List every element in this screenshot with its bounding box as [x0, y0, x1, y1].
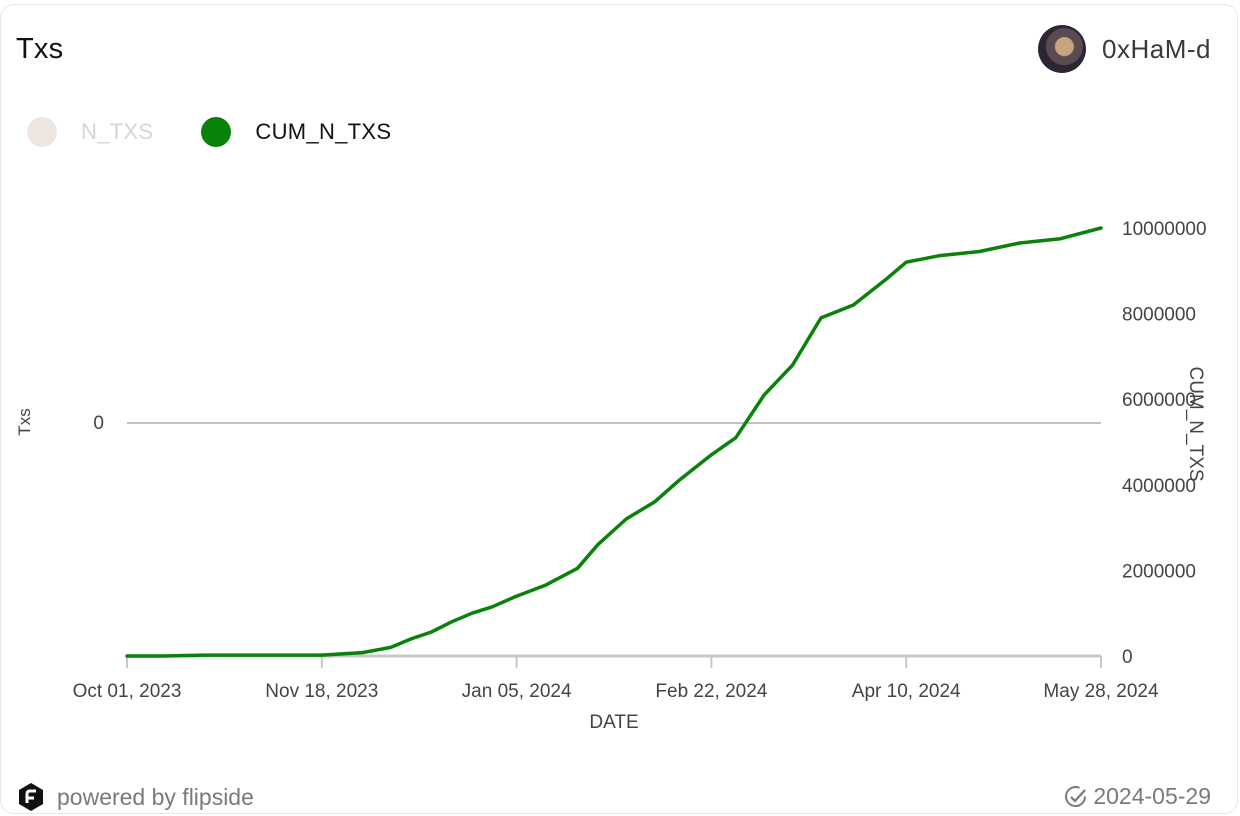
legend-dot-n-txs — [27, 117, 57, 147]
legend-item-cum-n-txs[interactable]: CUM_N_TXS — [201, 117, 391, 147]
y-tick-label-left: 0 — [93, 413, 104, 434]
legend-dot-cum-n-txs — [201, 117, 232, 147]
flipside-logo-icon — [19, 783, 43, 811]
x-tick-label: Feb 22, 2024 — [655, 681, 767, 702]
last-updated: 2024-05-29 — [1063, 783, 1211, 810]
series-line-cum-n-txs — [125, 226, 1103, 658]
y-tick-label-right: 0 — [1122, 647, 1133, 668]
legend-label-n-txs: N_TXS — [81, 119, 154, 144]
x-tick-label: Apr 10, 2024 — [852, 681, 961, 702]
legend-item-n-txs[interactable]: N_TXS — [27, 117, 153, 147]
x-tick-label: Oct 01, 2023 — [73, 681, 182, 702]
powered-by-flipside[interactable]: powered by flipside — [15, 781, 254, 813]
x-axis-label: DATE — [589, 712, 638, 733]
powered-by-text: powered by flipside — [57, 783, 254, 810]
y-axis-label-left: Txs — [15, 408, 34, 435]
y-tick-label-right: 2000000 — [1122, 561, 1196, 582]
y-tick-label-right: 8000000 — [1122, 305, 1196, 326]
legend-label-cum-n-txs: CUM_N_TXS — [255, 119, 392, 144]
y-axis-label-right: CUM_N_TXS — [1185, 366, 1206, 481]
x-tick-label: May 28, 2024 — [1043, 681, 1159, 702]
last-updated-date: 2024-05-29 — [1093, 783, 1211, 809]
user-avatar-icon[interactable] — [1038, 25, 1087, 73]
x-tick-label: Jan 05, 2024 — [462, 681, 572, 702]
chart-card: Txs 0xHaM-d N_TXS CUM_N_TXS powered by f… — [0, 4, 1238, 814]
check-circle-icon — [1065, 785, 1087, 807]
y-tick-label-right: 4000000 — [1122, 476, 1196, 497]
x-tick-label: Nov 18, 2023 — [265, 681, 378, 702]
y-tick-label-right: 6000000 — [1122, 390, 1196, 411]
author-badge[interactable]: 0xHaM-d — [1038, 25, 1211, 73]
chart-title: Txs — [16, 33, 64, 65]
y-tick-label-right: 10000000 — [1122, 219, 1207, 240]
author-username[interactable]: 0xHaM-d — [1102, 33, 1211, 64]
chart-legend: N_TXS CUM_N_TXS — [27, 117, 439, 147]
